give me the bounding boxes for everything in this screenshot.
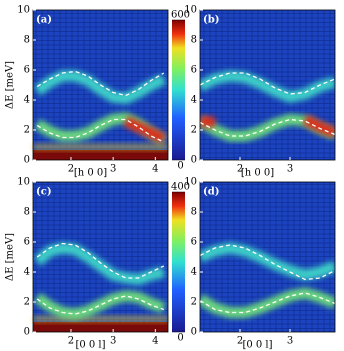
elastic-line — [33, 150, 168, 160]
x-tick-label: 2 — [68, 336, 74, 347]
y-tick-label: 4 — [24, 267, 30, 278]
x-axis-label: [h 0 0] — [241, 168, 274, 179]
model-curve — [200, 244, 335, 281]
elastic-glow — [33, 316, 168, 322]
y-tick-label: 10 — [184, 177, 197, 188]
y-tick-label: 2 — [24, 297, 30, 308]
colorbar-tick-label: 0 — [177, 333, 183, 344]
x-tick-label: 3 — [110, 336, 116, 347]
model-curve — [36, 242, 165, 279]
y-tick-label: 8 — [191, 207, 197, 218]
model-curve — [200, 292, 335, 314]
y-tick-label: 2 — [191, 297, 197, 308]
y-tick-label: 6 — [191, 65, 197, 76]
y-tick-label: 10 — [17, 177, 30, 188]
y-tick-label: 6 — [24, 237, 30, 248]
y-tick-label: 8 — [191, 35, 197, 46]
colorbar-tick-label: 400 — [171, 182, 190, 193]
model-curve — [200, 118, 335, 137]
colorbar — [172, 20, 185, 160]
x-axis-label: [0 0 l] — [75, 340, 105, 351]
model-curve — [36, 118, 165, 143]
y-tick-label: 2 — [191, 125, 197, 136]
y-tick-label: 8 — [24, 207, 30, 218]
x-tick-label: 2 — [237, 336, 243, 347]
y-tick-label: 4 — [24, 95, 30, 106]
y-tick-label: 4 — [191, 95, 197, 106]
colorbar-tick-label: 0 — [177, 161, 183, 172]
y-tick-label: 0 — [24, 327, 30, 338]
y-tick-label: 10 — [184, 5, 197, 16]
x-tick-label: 3 — [287, 164, 293, 175]
y-tick-label: 4 — [191, 267, 197, 278]
plot-frame — [32, 181, 169, 333]
y-tick-label: 8 — [24, 35, 30, 46]
elastic-line — [33, 322, 168, 332]
x-tick-label: 3 — [110, 164, 116, 175]
colorbar — [172, 192, 185, 332]
y-tick-label: 0 — [191, 155, 197, 166]
plot-frame — [199, 181, 336, 333]
x-tick-label: 2 — [68, 164, 74, 175]
intensity-band — [200, 70, 335, 103]
y-tick-label: 2 — [24, 125, 30, 136]
intensity-band — [200, 114, 335, 139]
intensity-band — [33, 242, 166, 286]
model-curve — [36, 295, 165, 315]
elastic-glow — [33, 144, 168, 150]
y-tick-label: 0 — [191, 327, 197, 338]
x-tick-label: 2 — [237, 164, 243, 175]
y-axis-label: ΔE [meV] — [5, 61, 16, 109]
plot-frame — [32, 9, 169, 161]
panel-label: (c) — [36, 187, 52, 198]
y-tick-label: 6 — [191, 237, 197, 248]
y-tick-label: 6 — [24, 65, 30, 76]
x-tick-label: 4 — [152, 336, 158, 347]
intensity-band — [34, 70, 167, 105]
y-axis-label: ΔE [meV] — [5, 233, 16, 281]
panel-label: (d) — [203, 187, 219, 198]
plot-frame — [199, 9, 336, 161]
y-tick-label: 0 — [24, 155, 30, 166]
y-tick-label: 10 — [17, 5, 30, 16]
model-curve — [200, 72, 335, 95]
model-curve — [36, 70, 165, 97]
colorbar-tick-label: 600 — [171, 10, 190, 21]
panel-label: (a) — [36, 15, 52, 26]
x-axis-label: [h 0 0] — [74, 168, 107, 179]
x-tick-label: 3 — [287, 336, 293, 347]
intensity-band — [123, 116, 167, 144]
x-tick-label: 4 — [152, 164, 158, 175]
x-axis-label: [0 0 l] — [242, 340, 272, 351]
panel-label: (b) — [203, 15, 219, 26]
